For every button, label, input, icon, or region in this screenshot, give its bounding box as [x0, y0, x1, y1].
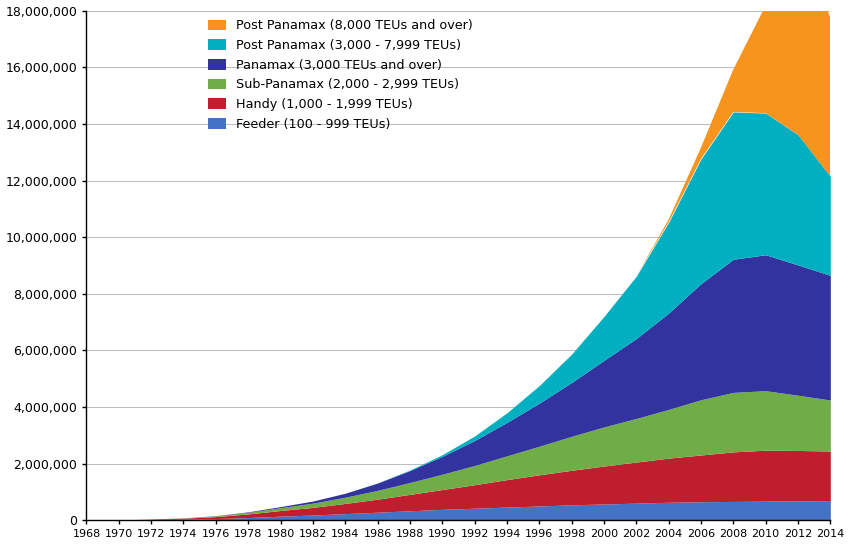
Legend: Post Panamax (8,000 TEUs and over), Post Panamax (3,000 - 7,999 TEUs), Panamax (: Post Panamax (8,000 TEUs and over), Post… — [208, 20, 473, 131]
